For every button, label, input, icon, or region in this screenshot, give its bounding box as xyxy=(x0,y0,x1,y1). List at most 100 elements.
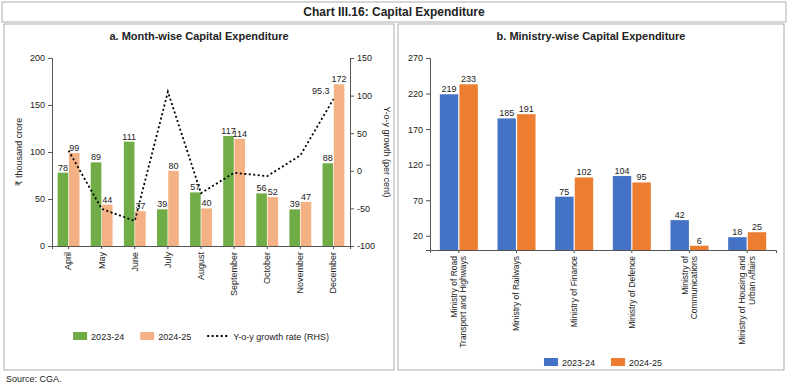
axis: 2070120170220270 xyxy=(408,53,431,250)
tick-label: 0 xyxy=(357,166,362,176)
tick: 50 xyxy=(35,194,52,204)
bar xyxy=(670,220,688,250)
tick-mark xyxy=(350,171,354,172)
legend-label: 2024-25 xyxy=(158,332,191,342)
tick-mark xyxy=(134,246,135,249)
tick: Ministry of Housing andUrban Affairs xyxy=(737,250,756,345)
legend: 2023-24 2024-25 xyxy=(544,358,662,368)
data-label: 75 xyxy=(559,187,569,197)
tick-label: October xyxy=(262,252,272,284)
tick: 20 xyxy=(413,231,430,241)
bar xyxy=(334,84,345,246)
tick-label: May xyxy=(97,252,107,270)
bar xyxy=(190,192,201,246)
tick-label: August xyxy=(196,252,206,281)
data-label: 42 xyxy=(675,210,685,220)
line-series xyxy=(69,92,334,221)
tick-mark xyxy=(201,246,202,249)
bar xyxy=(301,202,312,246)
data-label: 6 xyxy=(697,236,702,246)
tick: August xyxy=(196,246,206,280)
tick: October xyxy=(262,246,272,284)
tick-label: Ministry of Railways xyxy=(511,256,521,331)
background xyxy=(0,0,788,388)
legend-label: 2023-24 xyxy=(91,332,124,342)
tick-mark xyxy=(48,246,52,247)
plot-area xyxy=(58,84,345,246)
legend-swatch xyxy=(140,332,154,340)
tick-mark xyxy=(350,96,354,97)
bar xyxy=(58,173,69,246)
legend-item: Y-o-y growth rate (RHS) xyxy=(207,332,329,342)
tick-mark xyxy=(48,199,52,200)
bar xyxy=(613,176,631,250)
tick-label: 50 xyxy=(357,129,367,139)
legend-swatch xyxy=(611,358,625,366)
tick-mark xyxy=(350,208,354,209)
bar xyxy=(459,84,477,250)
tick: -50 xyxy=(350,204,370,214)
tick-mark xyxy=(350,133,354,134)
tick-label: 100 xyxy=(30,147,45,157)
axis-line xyxy=(351,59,355,247)
tick: 0 xyxy=(350,166,362,176)
bar xyxy=(124,142,135,246)
tick-mark xyxy=(426,236,430,237)
data-label: 39 xyxy=(290,199,300,209)
tick: -100 xyxy=(350,241,375,251)
axis: -100 -50 0 50 100 150 xyxy=(350,53,375,251)
panel: b. Ministry-wise Capital Expenditure2191… xyxy=(398,24,784,370)
tick-mark xyxy=(167,246,168,249)
bar xyxy=(728,237,746,250)
panel-frame xyxy=(4,24,394,370)
bar xyxy=(555,197,573,250)
tick: 0 xyxy=(40,241,52,251)
tick-label: 150 xyxy=(357,53,372,63)
tick-mark xyxy=(101,246,102,249)
panel: a. Month-wise Capital Expenditure7889111… xyxy=(4,24,394,370)
tick-label: 70 xyxy=(413,196,423,206)
tick-label: December xyxy=(328,252,338,294)
tick-mark xyxy=(350,58,354,59)
data-label: 219 xyxy=(442,84,457,94)
tick: 120 xyxy=(408,160,430,170)
tick-label: Ministry of Finance xyxy=(569,256,579,328)
chart-title: Chart III.16: Capital Expenditure xyxy=(303,5,485,19)
panel-frame xyxy=(398,24,784,370)
tick-mark xyxy=(234,246,235,249)
tick-label: 100 xyxy=(357,91,372,101)
tick-mark xyxy=(426,94,430,95)
tick-mark xyxy=(333,246,334,249)
legend-swatch xyxy=(544,358,558,366)
tick: 220 xyxy=(408,89,430,99)
data-label: 191 xyxy=(519,104,534,114)
axis: Ministry of RoadTransport and Highways Mi… xyxy=(431,250,777,348)
data-label: 233 xyxy=(461,74,476,84)
tick: April xyxy=(63,246,73,270)
panel-title: a. Month-wise Capital Expenditure xyxy=(109,30,288,42)
source-note: Source: CGA. xyxy=(6,374,62,384)
data-label: 40 xyxy=(202,198,212,208)
tick-mark xyxy=(426,200,430,201)
legend-item: 2023-24 xyxy=(544,358,595,368)
tick-mark xyxy=(426,165,430,166)
tick: 200 xyxy=(30,53,52,63)
data-label: 185 xyxy=(499,108,514,118)
data-label: 56 xyxy=(257,183,267,193)
tick: 70 xyxy=(413,196,430,206)
tick-label: Ministry of Defence xyxy=(627,256,637,329)
tick-mark xyxy=(300,246,301,249)
tick: Ministry of Finance xyxy=(569,250,579,327)
bar xyxy=(91,162,102,246)
tick-mark xyxy=(48,105,52,106)
tick: Ministry of RoadTransport and Highways xyxy=(449,250,468,348)
tick-label: 120 xyxy=(408,160,423,170)
legend-label: 2024-25 xyxy=(629,358,662,368)
tick-mark xyxy=(747,250,748,253)
bar xyxy=(256,193,267,246)
bar xyxy=(234,139,245,246)
bar xyxy=(157,209,168,246)
data-label: 44 xyxy=(102,195,112,205)
bar xyxy=(223,136,234,246)
bar xyxy=(268,197,279,246)
